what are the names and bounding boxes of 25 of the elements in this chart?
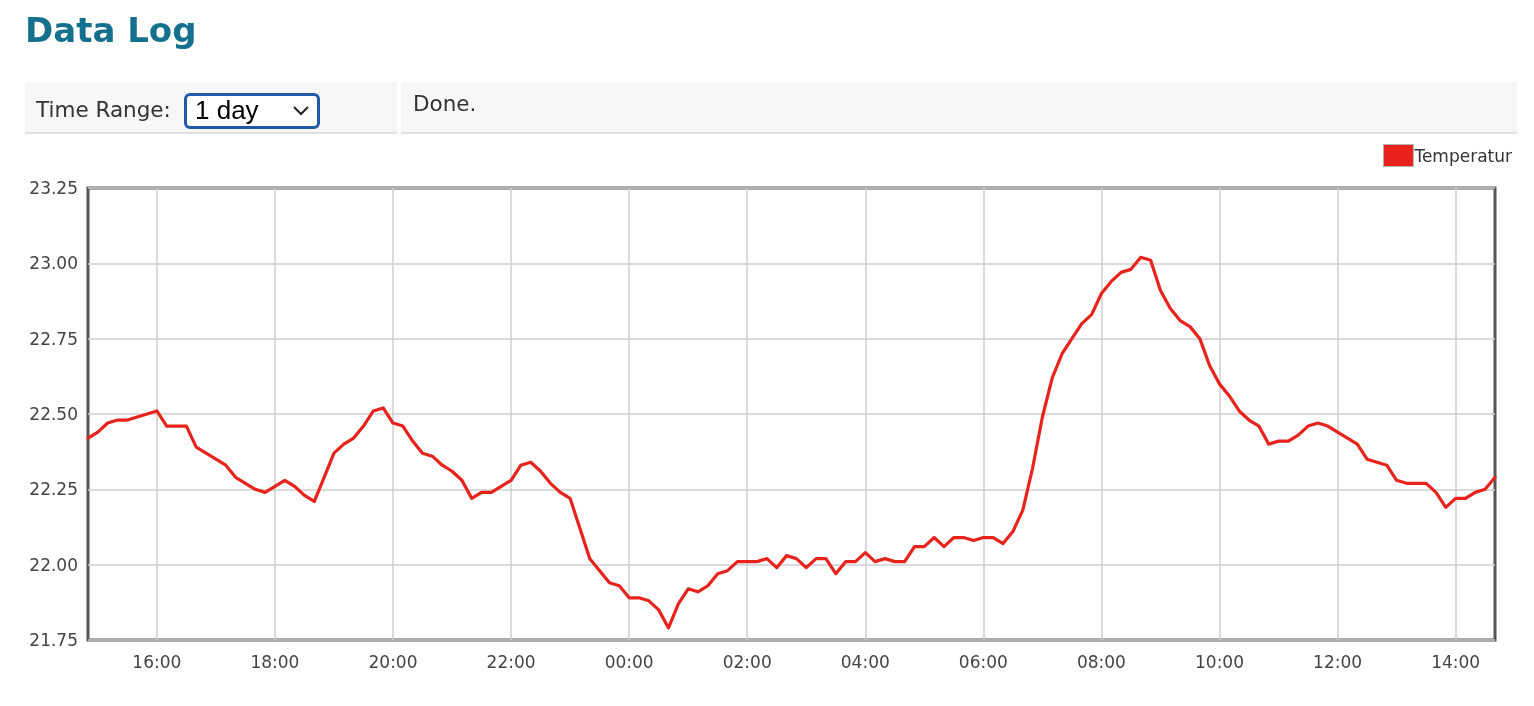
text: Done. <box>413 91 477 116</box>
x-tick-label: 22:00 <box>486 651 536 672</box>
x-tick-label: 16:00 <box>132 651 182 672</box>
x-tick-label: 10:00 <box>1195 651 1244 672</box>
chart-title: Data Log <box>25 10 197 50</box>
x-tick-label: 00:00 <box>604 651 654 672</box>
x-tick-label: 18:00 <box>250 651 300 672</box>
x-tick-label: 14:00 <box>1431 651 1481 672</box>
legend-label: Temperatur <box>1413 145 1513 166</box>
x-tick-label: 20:00 <box>368 651 418 672</box>
text: Time Range: <box>36 97 171 122</box>
y-tick-label: 23.00 <box>29 253 78 274</box>
x-tick-label: 04:00 <box>840 651 890 672</box>
y-tick-label: 23.25 <box>29 178 78 198</box>
y-tick-label: 22.00 <box>29 554 78 575</box>
y-tick-label: 22.50 <box>29 404 78 424</box>
x-tick-label: 06:00 <box>958 651 1008 672</box>
line-series <box>86 255 1497 630</box>
y-tick-label: 22.25 <box>29 479 78 500</box>
x-tick-label: 02:00 <box>722 651 772 672</box>
x-tick-label: 08:00 <box>1076 651 1126 672</box>
y-tick-label: 22.75 <box>29 328 78 349</box>
dropdown-field: 1 day <box>184 93 320 129</box>
x-tick-label: 12:00 <box>1313 651 1363 672</box>
y-tick-label: 21.75 <box>29 630 78 650</box>
